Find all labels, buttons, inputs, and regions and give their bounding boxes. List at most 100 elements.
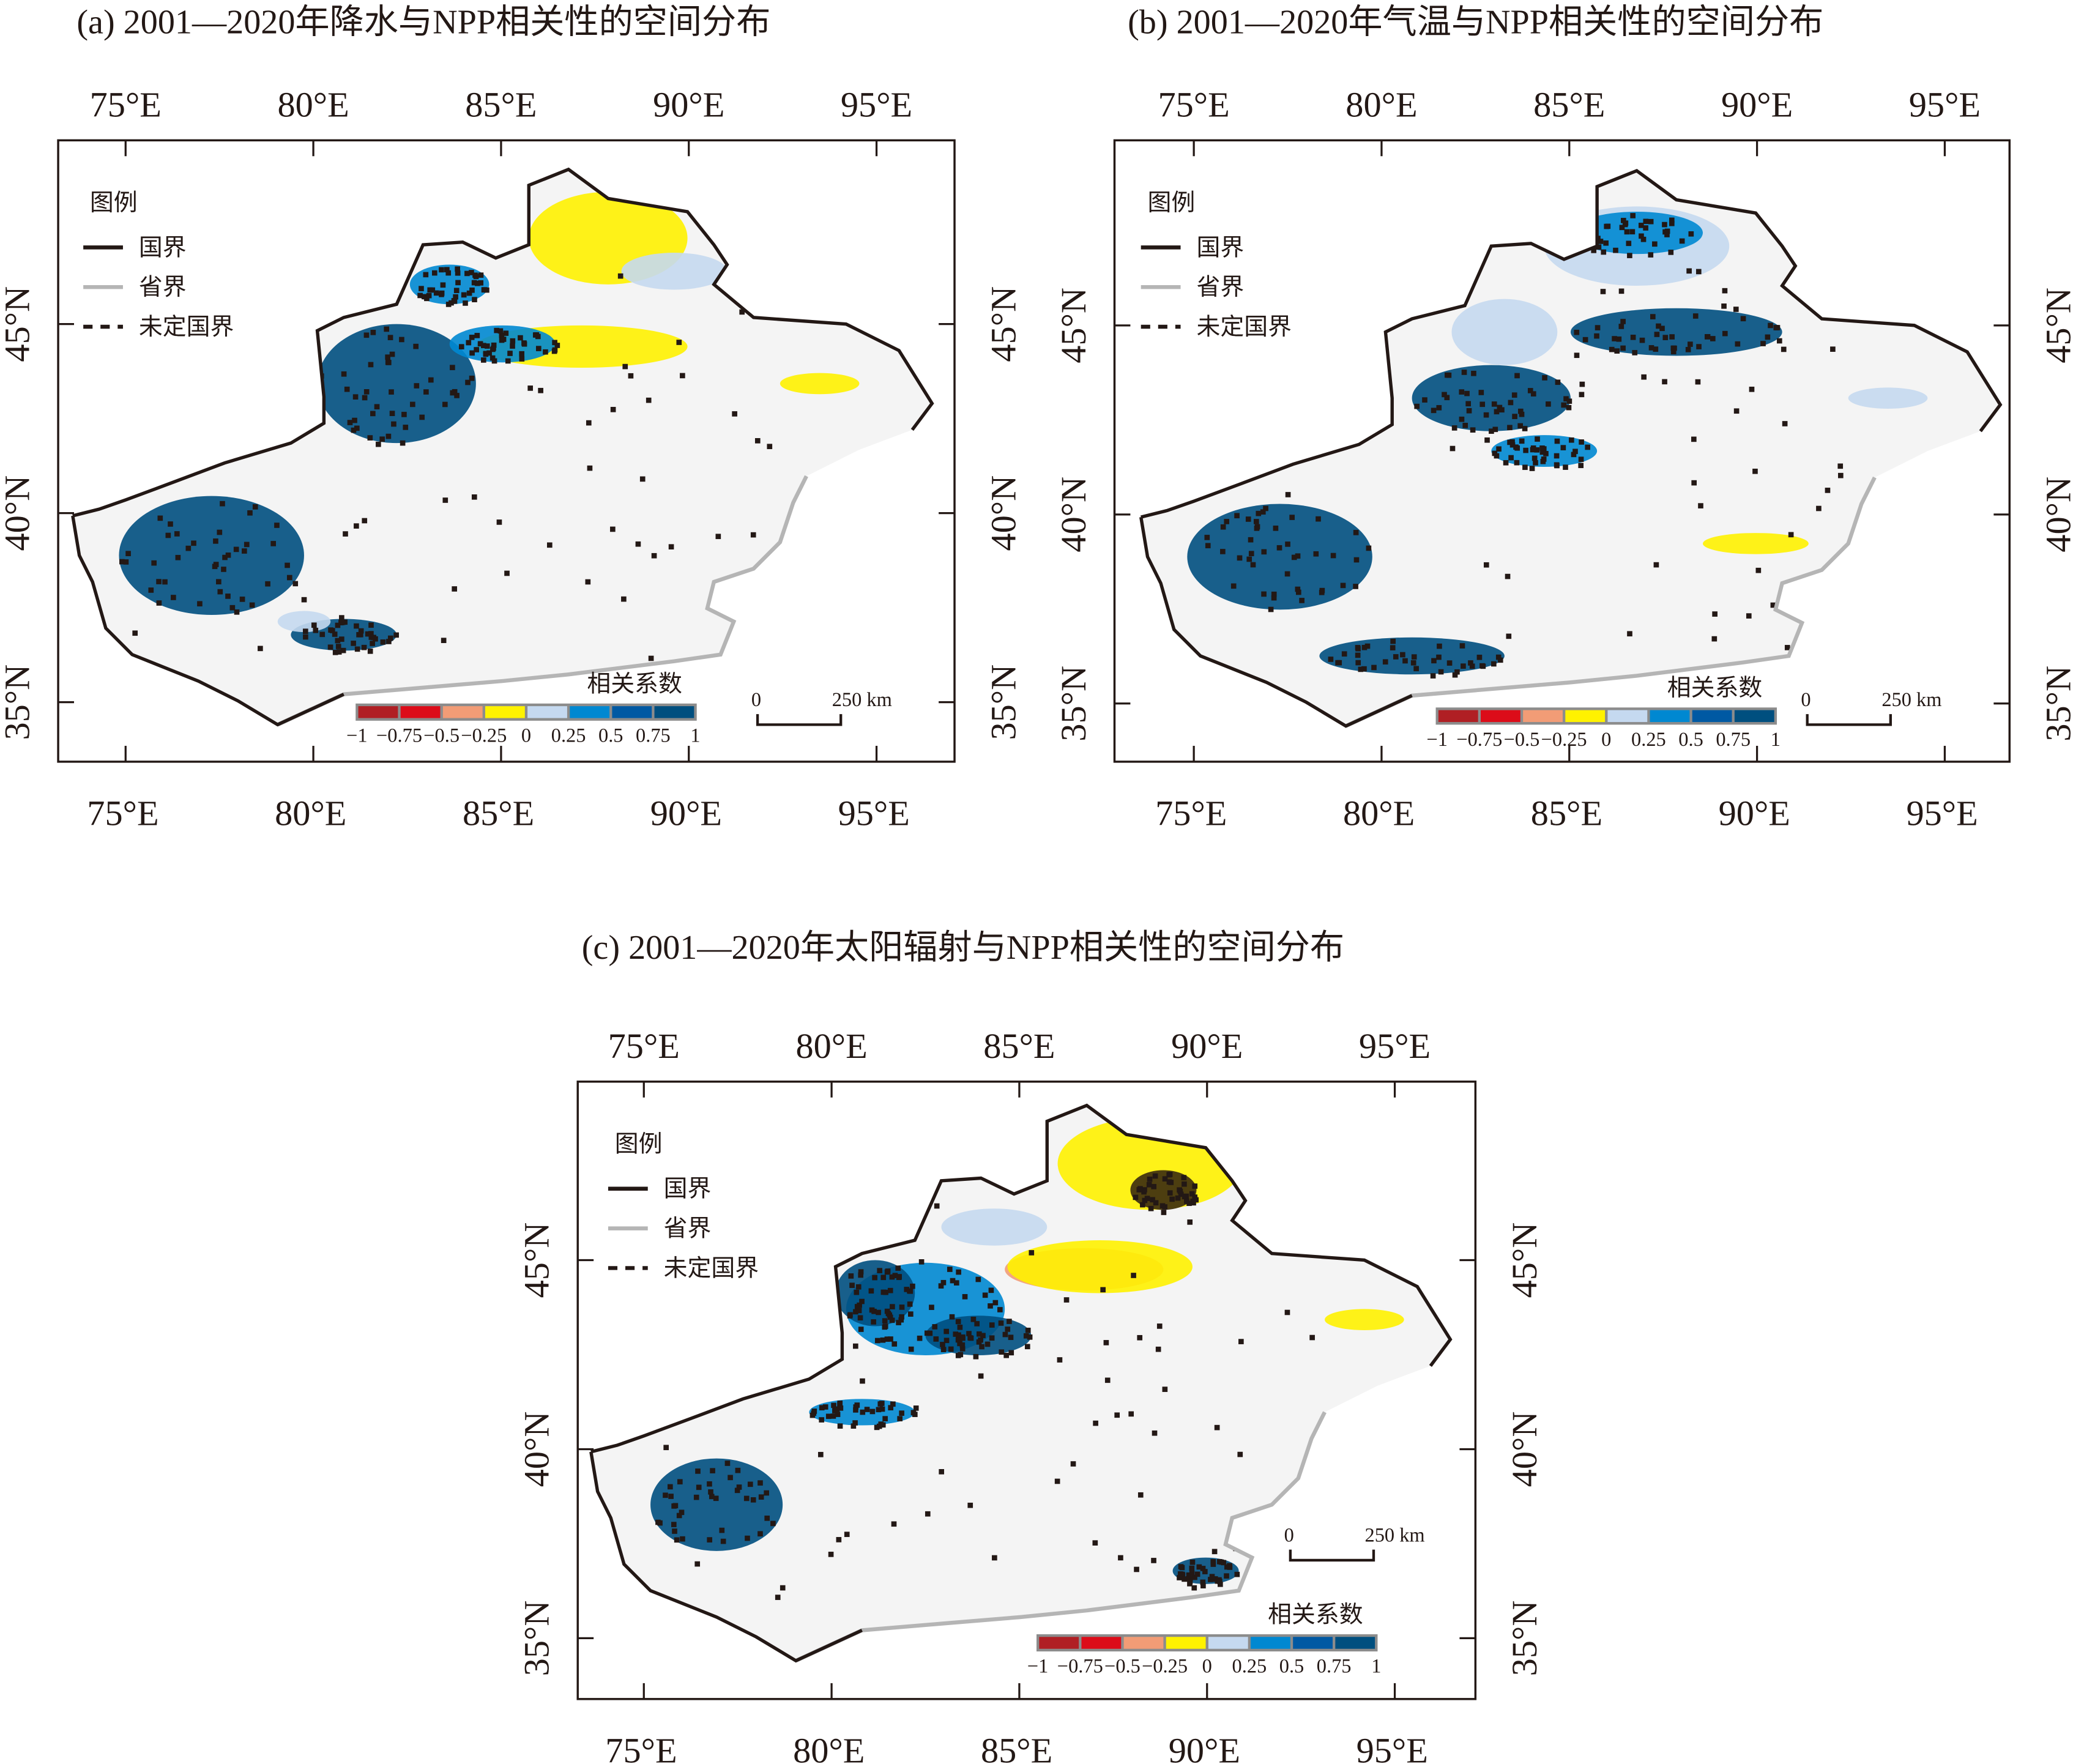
significance-marker [1506,633,1512,639]
map-panel-c: (c) 2001—2020年太阳辐射与NPP相关性的空间分布 75°E 75°E 80… [517,929,1544,1764]
significance-marker [1622,221,1628,228]
significance-marker [1616,336,1622,342]
significance-marker [1508,400,1514,406]
significance-marker [898,1317,904,1323]
significance-marker [1638,222,1644,228]
significance-marker [385,433,392,439]
correlation-patch [1703,533,1809,554]
significance-marker [628,373,634,379]
significance-marker [1468,660,1473,666]
lon-tick-label-top: 90°E [1721,84,1793,124]
significance-marker [853,1309,858,1315]
significance-marker [403,425,409,430]
significance-marker [657,1520,663,1526]
significance-marker [391,421,396,427]
significance-marker [1722,288,1728,294]
significance-marker [1514,445,1520,451]
significance-marker [1220,549,1226,554]
significance-marker [891,1521,897,1527]
lat-tick-label-right: 35°N [1505,1601,1544,1677]
significance-marker [1650,314,1656,319]
significance-marker [854,1304,860,1309]
lat-tick-label-left: 45°N [1054,288,1093,363]
significance-marker [430,287,436,293]
significance-marker [757,1480,763,1486]
significance-marker [554,343,560,348]
significance-marker [1196,1564,1202,1570]
significance-marker [354,425,360,431]
significance-marker [876,1407,882,1413]
significance-marker [1147,1177,1153,1182]
significance-marker [1187,1219,1193,1225]
significance-marker [1619,225,1625,231]
significance-marker [507,351,513,356]
lon-tick-label-top: 95°E [1909,84,1981,124]
significance-marker [1712,611,1718,617]
significance-marker [1527,388,1533,393]
significance-marker [708,1489,713,1495]
significance-marker [1382,659,1388,665]
significance-marker [724,1461,731,1466]
significance-marker [663,1492,668,1498]
significance-marker [838,1405,844,1411]
significance-marker [1579,392,1585,398]
xinjiang-region [590,1105,1451,1661]
significance-marker [1200,1579,1206,1585]
significance-marker [1466,408,1472,414]
scalebar-start-label: 0 [751,689,761,711]
significance-marker [910,1410,917,1416]
lon-tick-label-top: 80°E [277,84,349,124]
colorbar-tick-label: 1 [1771,729,1781,751]
significance-marker [265,581,270,587]
colorbar-swatch [1208,1637,1248,1649]
significance-marker [368,362,374,368]
significance-marker [216,579,221,585]
significance-marker [445,270,452,276]
significance-marker [222,554,228,560]
significance-marker [444,267,450,273]
significance-marker [1114,1412,1120,1418]
significance-marker [671,1522,677,1527]
significance-marker [1144,1196,1150,1201]
significance-marker [1148,1205,1154,1211]
significance-marker [668,1484,673,1490]
significance-marker [1669,217,1675,223]
significance-marker [1469,663,1475,669]
significance-marker [185,545,192,551]
lon-tick-label-top: 90°E [1171,1026,1243,1066]
significance-marker [1733,307,1739,312]
significance-marker [458,344,464,350]
significance-marker [1768,322,1773,329]
significance-marker [151,560,157,566]
significance-marker [1614,348,1620,354]
significance-marker [319,631,326,638]
significance-marker [892,1273,898,1278]
significance-marker [1182,1576,1187,1582]
significance-marker [1189,1571,1195,1576]
significance-marker [1522,426,1528,431]
significance-marker [1178,1564,1184,1569]
significance-marker [1554,438,1560,444]
significance-marker [864,1407,870,1412]
significance-marker [1248,551,1254,557]
significance-marker [1193,1197,1199,1203]
significance-marker [538,387,543,393]
significance-marker [362,518,368,524]
significance-marker [1705,334,1711,340]
significance-marker [1187,1576,1193,1582]
significance-marker [482,287,488,292]
significance-marker [968,1335,974,1341]
significance-marker [1218,1581,1223,1587]
significance-marker [856,1308,862,1314]
significance-marker [876,1423,882,1429]
significance-marker [1234,513,1240,519]
correlation-patch [1451,299,1558,365]
significance-marker [1234,1571,1240,1577]
lat-tick-label-left: 35°N [517,1601,557,1677]
significance-marker [1656,323,1661,329]
significance-marker [710,1468,715,1473]
significance-marker [910,1283,915,1289]
significance-marker [707,1537,713,1543]
significance-marker [651,553,657,559]
significance-marker [958,1352,964,1358]
